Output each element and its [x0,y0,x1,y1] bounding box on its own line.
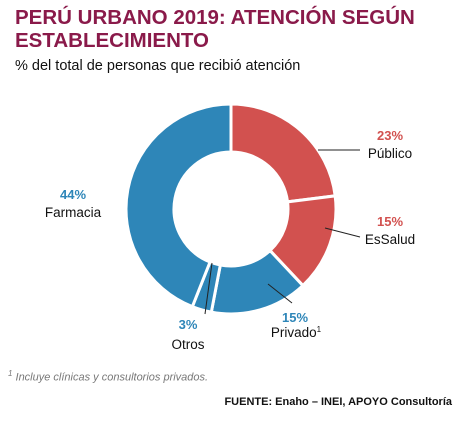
category-label-publico: Público [368,146,412,161]
category-label-farmacia: Farmacia [45,205,102,220]
leader-line-essalud [324,227,361,238]
category-label-superscript: 1 [317,325,322,334]
value-label-publico: 23% [377,128,403,143]
slice-labels: 23%Público15%EsSalud15%Privado13%Otros44… [45,128,415,352]
value-label-otros: 3% [179,317,198,332]
footnote-marker: 1 [8,369,13,378]
donut-slices [124,102,338,316]
leader-line-otros [204,262,213,315]
footnote-text: Incluye clínicas y consultorios privados… [12,371,209,384]
category-label-otros: Otros [171,337,204,352]
value-label-privado: 15% [282,310,308,325]
category-label-essalud: EsSalud [365,232,415,247]
leader-line-privado [267,283,293,304]
value-label-farmacia: 44% [60,187,86,202]
chart-title: PERÚ URBANO 2019: ATENCIÓN SEGÚN ESTABLE… [15,6,415,52]
value-label-essalud: 15% [377,214,403,229]
slice-publico [229,102,337,204]
leader-lines [204,149,361,315]
category-label-privado: Privado1 [271,325,322,340]
footnote: 1 Incluye clínicas y consultorios privad… [8,369,208,384]
source-note: FUENTE: Enaho – INEI, APOYO Consultoría [224,396,452,408]
slice-farmacia [124,102,233,309]
chart-subtitle: % del total de personas que recibió aten… [15,58,301,74]
